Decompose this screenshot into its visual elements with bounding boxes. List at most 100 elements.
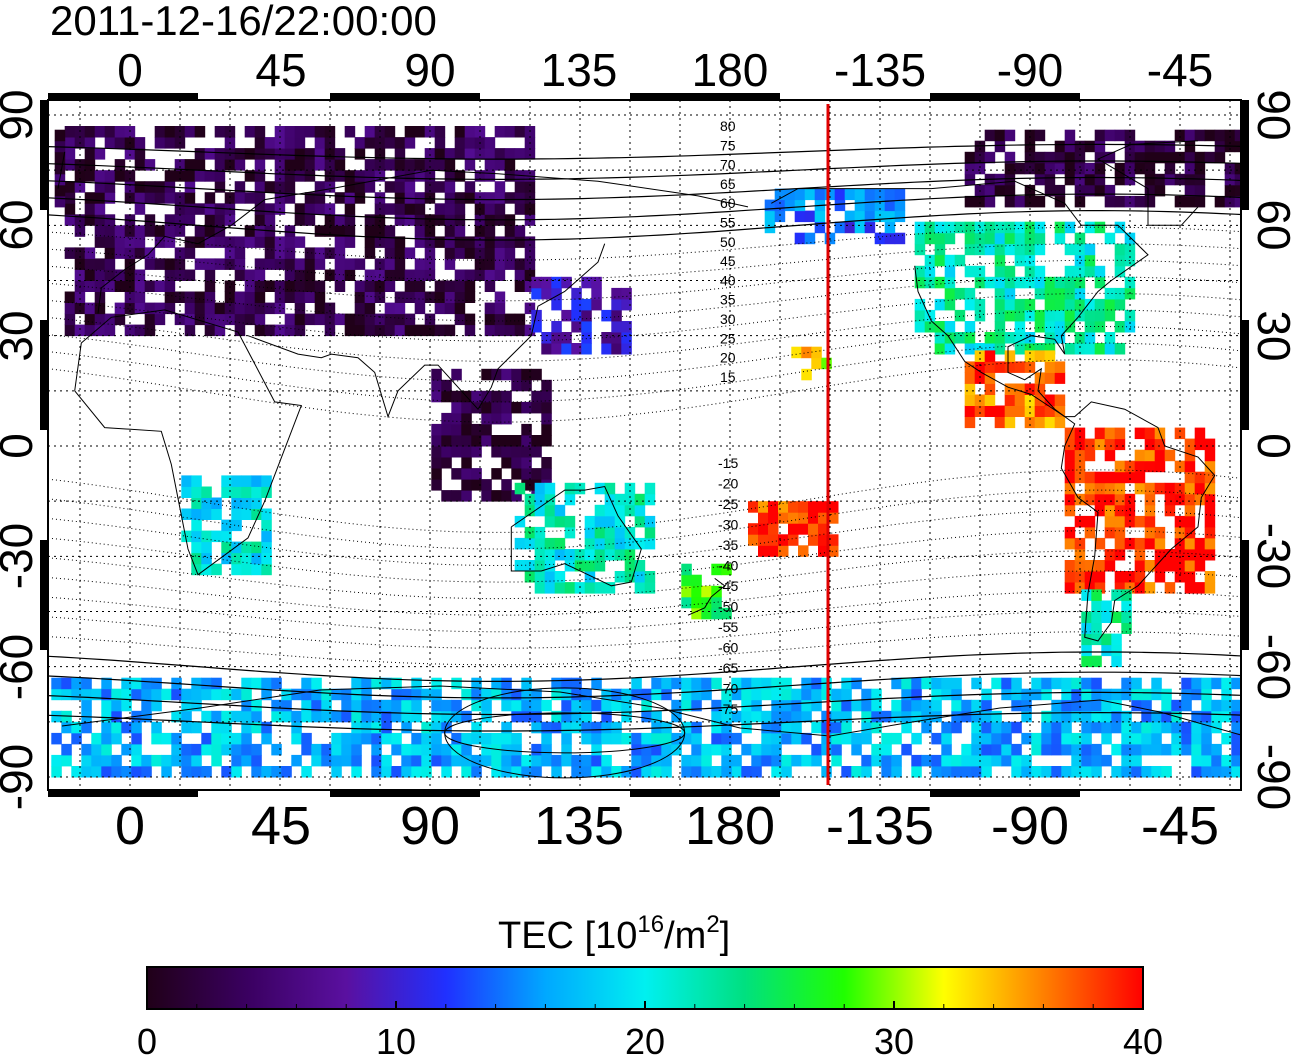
tec-cell	[214, 203, 226, 215]
tec-cell	[494, 324, 506, 337]
tec-cell	[1074, 332, 1086, 344]
tec-cell	[641, 710, 652, 723]
tec-cell	[1031, 688, 1042, 701]
tec-cell	[144, 280, 156, 292]
frame-bar	[40, 100, 48, 210]
tec-cell	[731, 710, 742, 723]
tec-cell	[1024, 332, 1036, 344]
tec-cell	[391, 732, 402, 745]
tec-cell	[184, 203, 196, 215]
tec-cell	[264, 236, 276, 248]
tec-cell	[431, 688, 442, 701]
tec-cell	[494, 148, 506, 160]
tec-cell	[711, 607, 722, 620]
tec-cell	[811, 721, 822, 734]
tec-cell	[894, 199, 906, 212]
tec-cell	[494, 192, 506, 204]
tec-cell	[808, 512, 819, 524]
tec-cell	[531, 766, 542, 778]
coastline-segment	[771, 180, 1149, 418]
tec-cell	[124, 148, 136, 160]
tec-cell	[984, 129, 996, 142]
tec-cell	[394, 214, 406, 226]
tec-cell	[1184, 515, 1196, 528]
tec-cell	[334, 214, 346, 226]
tec-cell	[1001, 677, 1012, 690]
tec-cell	[521, 423, 532, 436]
tec-cell	[964, 394, 976, 406]
tec-cell	[691, 574, 702, 587]
tec-cell	[1184, 184, 1196, 197]
tec-cell	[571, 343, 582, 355]
tec-cell	[311, 688, 322, 701]
tec-cell	[321, 699, 332, 712]
tec-cell	[1184, 493, 1196, 506]
tec-cell	[1001, 754, 1012, 767]
tec-cell	[1064, 537, 1076, 550]
tec-cell	[631, 677, 642, 690]
tec-cell	[441, 423, 452, 436]
tec-cell	[214, 159, 226, 171]
tec-cell	[1101, 611, 1112, 623]
tec-cell	[394, 203, 406, 215]
tec-cell	[134, 291, 146, 303]
tec-cell	[511, 446, 522, 458]
tec-cell	[914, 221, 926, 234]
tec-cell	[394, 137, 406, 149]
tec-cell	[1004, 195, 1016, 208]
tec-cell	[1174, 560, 1186, 572]
tec-cell	[251, 486, 262, 498]
tec-cell	[521, 677, 532, 690]
tec-cell	[254, 225, 266, 237]
tec-cell	[144, 159, 156, 171]
tec-cell	[861, 732, 872, 745]
tec-cell	[804, 232, 816, 245]
tec-cell	[794, 232, 806, 245]
tec-cell	[1104, 449, 1116, 462]
tec-cell	[1021, 766, 1032, 778]
tec-cell	[164, 192, 176, 204]
tec-cell	[681, 596, 692, 609]
tec-cell	[201, 743, 212, 756]
tec-cell	[461, 732, 472, 745]
tec-cell	[501, 766, 512, 778]
tec-cell	[784, 199, 796, 212]
tec-cell	[201, 766, 212, 778]
tec-cell	[251, 541, 262, 554]
tec-cell	[741, 710, 752, 723]
tec-cell	[1204, 515, 1216, 528]
tec-cell	[1234, 129, 1241, 142]
tec-cell	[411, 732, 422, 745]
tec-cell	[121, 677, 132, 690]
tec-cell	[1074, 571, 1086, 583]
tec-cell	[64, 324, 76, 337]
tec-cell	[174, 258, 186, 270]
colorbar-tick-label: 30	[874, 1021, 914, 1057]
tec-cell	[511, 368, 522, 381]
tec-cell	[1104, 438, 1116, 451]
tec-cell	[681, 563, 692, 576]
tec-cell	[321, 754, 332, 767]
tec-cell	[1141, 688, 1152, 701]
tec-cell	[1101, 710, 1112, 723]
tec-cell	[601, 309, 612, 322]
tec-cell	[831, 743, 842, 756]
tec-cell	[244, 192, 256, 204]
tec-cell	[454, 280, 466, 292]
tec-cell	[661, 677, 672, 690]
contour-label: 60	[720, 195, 736, 211]
tec-cell	[74, 302, 86, 315]
tec-cell	[624, 504, 636, 517]
tec-cell	[1034, 265, 1046, 278]
tec-cell	[561, 688, 572, 701]
tec-cell	[111, 732, 122, 745]
tec-cell	[501, 412, 512, 425]
tec-cell	[768, 512, 779, 524]
tec-cell	[721, 766, 732, 778]
tec-cell	[811, 754, 822, 767]
tec-cell	[1081, 622, 1092, 634]
tec-cell	[71, 732, 82, 745]
tec-cell	[84, 247, 96, 259]
tec-cell	[1184, 504, 1196, 517]
tec-cell	[131, 688, 142, 701]
